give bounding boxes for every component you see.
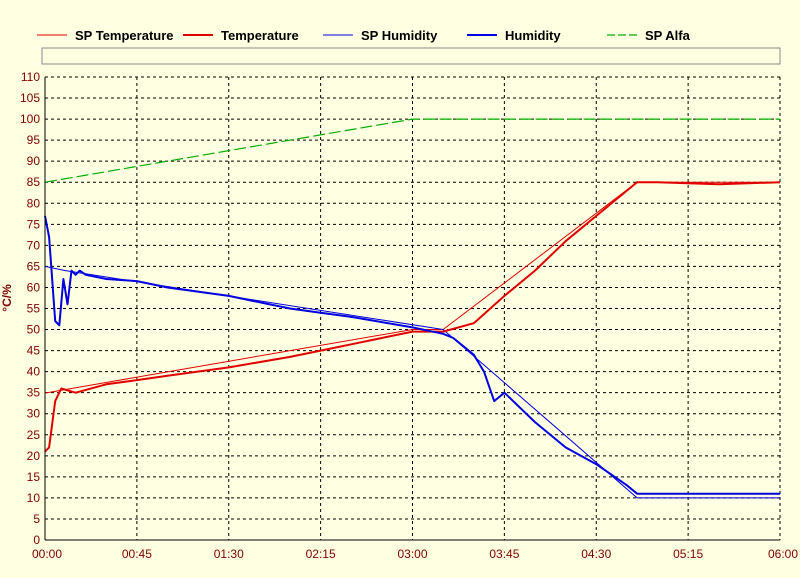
legend-label: Temperature: [221, 28, 299, 43]
grid: [45, 76, 781, 540]
x-tick-label: 03:00: [397, 547, 427, 561]
y-tick-label: 50: [27, 323, 41, 337]
y-tick-label: 95: [27, 133, 41, 147]
x-tick-label: 04:30: [581, 547, 611, 561]
y-tick-label: 85: [27, 175, 41, 189]
series-group: [44, 118, 781, 499]
legend: SP Temperature Temperature SP Humidity Humi…: [37, 28, 691, 43]
y-tick-label: 70: [27, 238, 41, 252]
legend-box: [41, 47, 781, 65]
series-line-sp-alfa: [44, 118, 780, 183]
y-tick-label: 5: [33, 512, 40, 526]
x-tick-label: 05:15: [673, 547, 703, 561]
legend-label: Humidity: [505, 28, 561, 43]
series-line-humidity: [44, 215, 780, 495]
y-tick-label: 75: [27, 217, 41, 231]
y-tick-label: 45: [27, 344, 41, 358]
y-tick-label: 10: [27, 491, 41, 505]
y-tick-label: 20: [27, 449, 41, 463]
y-tick-label: 15: [27, 470, 41, 484]
y-tick-label: 60: [27, 280, 41, 294]
legend-label: SP Humidity: [361, 28, 438, 43]
x-tick-label: 03:45: [489, 547, 519, 561]
y-tick-label: 90: [27, 154, 41, 168]
series-line-sp-humidity: [44, 265, 780, 499]
x-tick-label: 00:45: [122, 547, 152, 561]
y-tick-label: 35: [27, 386, 41, 400]
x-tick-label: 00:00: [32, 547, 62, 561]
y-axis-label: °C/%: [0, 284, 14, 312]
y-tick-label: 65: [27, 259, 41, 273]
axes: 0 5 10 15 20 25 30 35 40 45 50 55 60 65 70 75 80 85 90 95 10…: [20, 70, 798, 561]
series-line-temperature: [44, 181, 781, 453]
y-tick-label: 110: [21, 70, 40, 84]
y-tick-label: 40: [27, 365, 41, 379]
y-tick-label: 100: [20, 112, 40, 126]
y-tick-label: 25: [27, 428, 41, 442]
legend-label: SP Alfa: [645, 28, 691, 43]
x-tick-label: 02:15: [306, 547, 336, 561]
x-tick-label: 01:30: [214, 547, 244, 561]
x-tick-label: 06:00: [768, 547, 798, 561]
y-tick-label: 105: [20, 91, 40, 105]
y-tick-label: 55: [27, 302, 41, 316]
y-tick-label: 30: [27, 407, 41, 421]
y-tick-label: 80: [27, 196, 41, 210]
legend-label: SP Temperature: [75, 28, 174, 43]
y-tick-label: 0: [33, 533, 40, 547]
